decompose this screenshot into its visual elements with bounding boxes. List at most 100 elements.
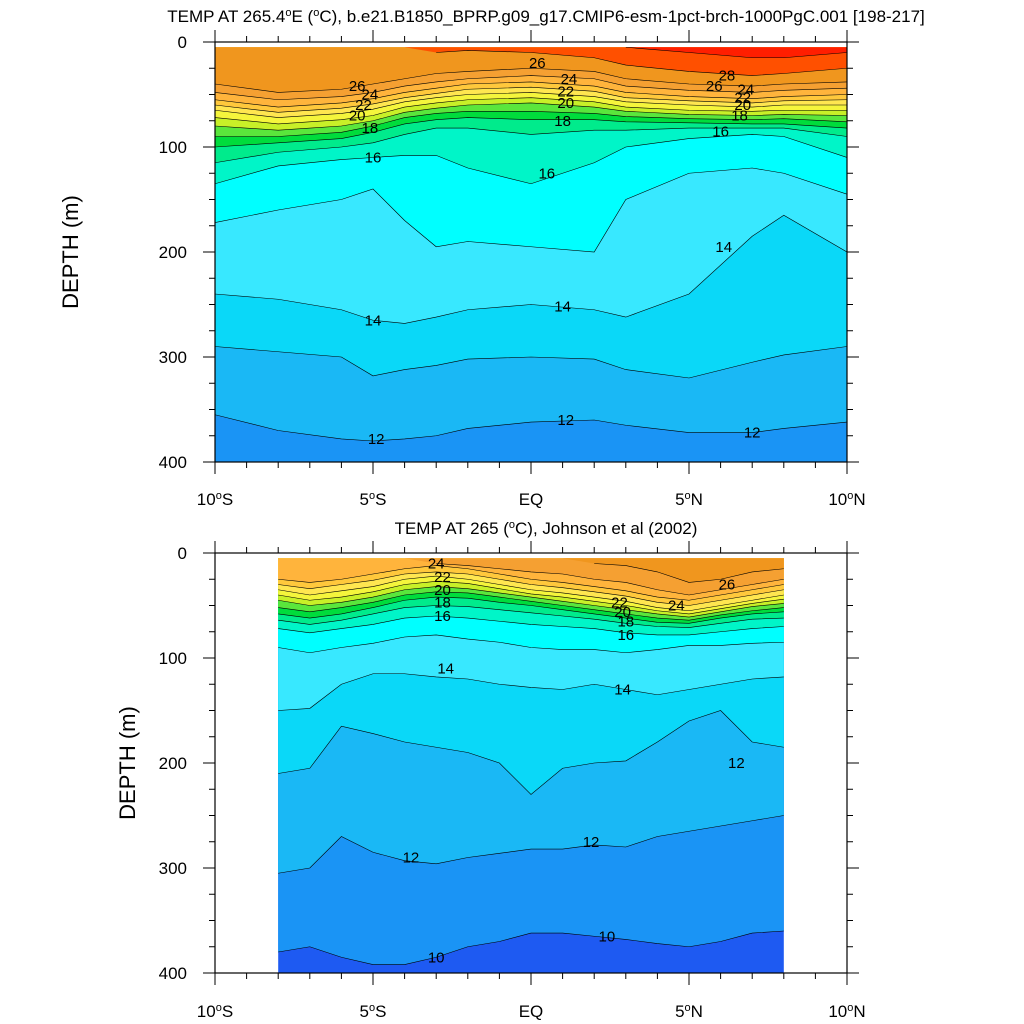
contour-line	[215, 134, 847, 185]
contour-line	[436, 563, 784, 596]
contour-label: 12	[583, 834, 600, 851]
contour-line	[215, 75, 847, 101]
x-tick-label: 5oN	[675, 490, 703, 509]
contour-label: 18	[361, 120, 378, 137]
y-axis-label: DEPTH (m)	[115, 706, 140, 820]
y-tick-label: 200	[159, 754, 187, 773]
contour-label: 24	[738, 81, 755, 98]
contour-label: 22	[434, 569, 451, 586]
y-tick-label: 400	[159, 453, 187, 472]
contour-line	[215, 214, 847, 324]
contour-label: 24	[561, 71, 578, 88]
contour-line	[278, 673, 784, 711]
contour-label: 22	[557, 83, 574, 100]
contour-label: 28	[719, 68, 736, 85]
x-tick-label: EQ	[519, 1002, 544, 1021]
y-tick-label: 0	[178, 544, 187, 563]
contour-label: 20	[434, 582, 451, 599]
x-tick-label: 10oS	[197, 1002, 233, 1021]
contour-label: 16	[712, 123, 729, 140]
contour-line	[278, 581, 784, 615]
contour-line	[278, 605, 784, 628]
contour-label: 20	[614, 604, 631, 621]
contour-line	[278, 615, 784, 636]
contour-line	[625, 46, 847, 59]
contour-line	[215, 117, 847, 148]
contour-line	[215, 67, 847, 93]
contour-label: 20	[349, 108, 366, 125]
contour-label: 22	[611, 594, 628, 611]
contour-label: 14	[554, 299, 571, 316]
contour-band	[215, 47, 847, 76]
contour-line	[215, 346, 847, 379]
y-tick-label: 100	[159, 649, 187, 668]
contour-line	[278, 596, 784, 624]
x-tick-label: 10oN	[828, 490, 865, 509]
contour-line	[594, 563, 784, 583]
panel-observation: 242220181614121022201816242614121210TEMP…	[115, 519, 866, 1021]
contour-label: 10	[428, 949, 445, 966]
contour-line	[278, 710, 784, 795]
contour-label: 26	[349, 78, 366, 95]
x-tick-label: 5oS	[360, 1002, 387, 1021]
contour-label: 16	[617, 627, 634, 644]
contour-line	[278, 575, 784, 612]
y-tick-label: 200	[159, 243, 187, 262]
y-tick-label: 300	[159, 859, 187, 878]
contour-line	[278, 565, 784, 601]
contour-line	[215, 92, 847, 118]
contour-label: 12	[368, 431, 385, 448]
x-tick-label: 5oN	[675, 1002, 703, 1021]
chart-title: TEMP AT 265 (oC), Johnson et al (2002)	[395, 519, 698, 538]
contour-label: 22	[734, 90, 751, 107]
contour-label: 12	[403, 850, 420, 867]
contour-line	[215, 167, 847, 253]
contour-line	[278, 586, 784, 618]
contour-label: 24	[668, 598, 685, 615]
y-tick-label: 400	[159, 964, 187, 983]
y-tick-label: 300	[159, 348, 187, 367]
contour-label: 16	[365, 150, 382, 167]
contour-line	[215, 414, 847, 442]
contour-label: 26	[529, 55, 546, 72]
y-tick-label: 0	[178, 33, 187, 52]
contour-line	[215, 102, 847, 131]
contour-line	[215, 97, 847, 125]
contour-label: 22	[355, 97, 372, 114]
x-tick-label: 10oS	[197, 490, 233, 509]
contour-label: 14	[614, 682, 631, 699]
contour-label: 18	[554, 113, 571, 130]
contour-line	[278, 634, 784, 654]
y-tick-label: 100	[159, 138, 187, 157]
contour-label: 14	[437, 661, 454, 678]
contour-label: 18	[434, 594, 451, 611]
contour-label: 26	[706, 78, 723, 95]
y-axis-label: DEPTH (m)	[58, 195, 83, 309]
contour-label: 18	[731, 108, 748, 125]
contour-label: 12	[728, 755, 745, 772]
contour-line	[215, 127, 847, 164]
contour-label: 10	[598, 928, 615, 945]
x-tick-label: 5oS	[360, 490, 387, 509]
contour-label: 24	[361, 87, 378, 104]
contour-label: 24	[428, 556, 445, 573]
contour-line	[215, 111, 847, 137]
contour-label: 20	[557, 95, 574, 112]
contour-label: 26	[719, 577, 736, 594]
x-tick-label: EQ	[519, 490, 544, 509]
contour-line	[215, 86, 847, 113]
contour-line	[278, 591, 784, 621]
contour-line	[278, 571, 784, 606]
contour-label: 12	[744, 425, 761, 442]
contour-line	[215, 81, 847, 108]
contour-line	[278, 930, 784, 965]
contour-label: 16	[538, 165, 555, 182]
contour-label: 12	[557, 412, 574, 429]
contour-label: 14	[365, 312, 382, 329]
contour-label: 14	[715, 239, 732, 256]
x-tick-label: 10oN	[828, 1002, 865, 1021]
contour-label: 16	[434, 608, 451, 625]
